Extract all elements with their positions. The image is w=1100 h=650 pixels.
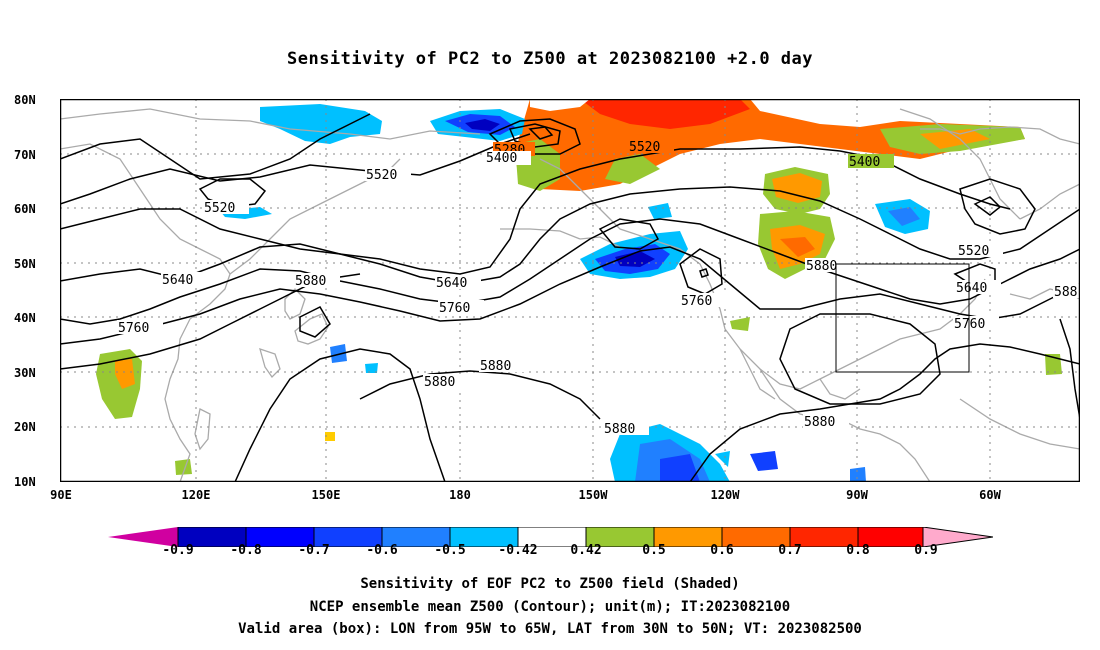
contour-label: 5520	[366, 168, 397, 183]
colorbar-high-arrow	[922, 527, 993, 547]
lat-label-10n: 10N	[14, 475, 36, 489]
contour-label: 5880	[424, 375, 455, 390]
coastlines	[60, 108, 1080, 482]
caption-shaded: Sensitivity of EOF PC2 to Z500 field (Sh…	[360, 576, 740, 592]
lon-label-60w: 60W	[979, 488, 1001, 502]
lon-label-120e: 120E	[181, 488, 211, 502]
contour-label: 5880	[806, 259, 837, 274]
contour-label: 5400	[486, 151, 517, 166]
colorbar-label: -0.6	[366, 543, 398, 558]
colorbar-label: 0.9	[914, 543, 938, 558]
contour-label: 5760	[118, 321, 149, 336]
sensitivity-colorbar	[108, 527, 993, 547]
contour-label: 5520	[629, 140, 660, 155]
colorbar-label: -0.8	[230, 543, 262, 558]
colorbar-label: 0.42	[570, 543, 602, 558]
contour-label: 588	[1054, 285, 1077, 300]
lon-label-120w: 120W	[710, 488, 740, 502]
map-frame	[60, 99, 1080, 482]
contour-label: 5640	[436, 276, 467, 291]
lat-label-20n: 20N	[14, 420, 36, 434]
lat-label-70n: 70N	[14, 148, 36, 162]
sensitivity-shading	[96, 99, 1062, 482]
map-title: Sensitivity of PC2 to Z500 at 2023082100…	[286, 49, 813, 69]
lon-label-90w: 90W	[846, 488, 868, 502]
colorbar-segments	[177, 527, 927, 547]
lat-label-80n: 80N	[14, 93, 36, 107]
lon-label-90e: 90E	[50, 488, 72, 502]
contour-label: 5640	[956, 281, 987, 296]
contour-label: 5880	[480, 359, 511, 374]
contour-label: 5760	[681, 294, 712, 309]
caption-contour: NCEP ensemble mean Z500 (Contour); unit(…	[309, 598, 791, 615]
contour-label: 5760	[954, 317, 985, 332]
contour-label: 5880	[295, 274, 326, 289]
colorbar-label: -0.42	[498, 543, 538, 558]
colorbar-label: -0.7	[298, 543, 330, 558]
contour-label: 5520	[958, 244, 989, 259]
colorbar-label: 0.5	[642, 543, 666, 558]
lon-label-150e: 150E	[311, 488, 341, 502]
caption-valid-area: Valid area (box): LON from 95W to 65W, L…	[238, 621, 862, 637]
lon-label-180: 180	[449, 488, 471, 502]
contour-label: 5760	[439, 301, 470, 316]
z500-contours	[60, 113, 1080, 482]
contour-label: 5640	[162, 273, 193, 288]
lat-label-30n: 30N	[14, 366, 36, 380]
lat-label-50n: 50N	[14, 257, 36, 271]
lat-label-60n: 60N	[14, 202, 36, 216]
colorbar-label: -0.9	[162, 543, 194, 558]
contour-label: 5520	[204, 201, 235, 216]
colorbar-label: -0.5	[434, 543, 466, 558]
contour-label: 5880	[604, 422, 635, 437]
contour-label: 5400	[849, 155, 880, 170]
contour-labels: 5280 5400 5520 5520 5400 5520 5520 5640 …	[117, 139, 1080, 437]
colorbar-label: 0.8	[846, 543, 870, 558]
colorbar-low-arrow	[108, 527, 178, 547]
lat-label-40n: 40N	[14, 311, 36, 325]
colorbar-label: 0.7	[778, 543, 802, 558]
map-captions: Sensitivity of EOF PC2 to Z500 field (Sh…	[0, 573, 1100, 641]
contour-label: 5880	[804, 415, 835, 430]
colorbar-labels: -0.9 -0.8 -0.7 -0.6 -0.5 -0.42 0.42 0.5 …	[0, 543, 1100, 563]
valid-area-box	[835, 263, 970, 373]
z500-sensitivity-map: 5280 5400 5520 5520 5400 5520 5520 5640 …	[60, 99, 1080, 482]
lon-label-150w: 150W	[578, 488, 608, 502]
colorbar-label: 0.6	[710, 543, 734, 558]
